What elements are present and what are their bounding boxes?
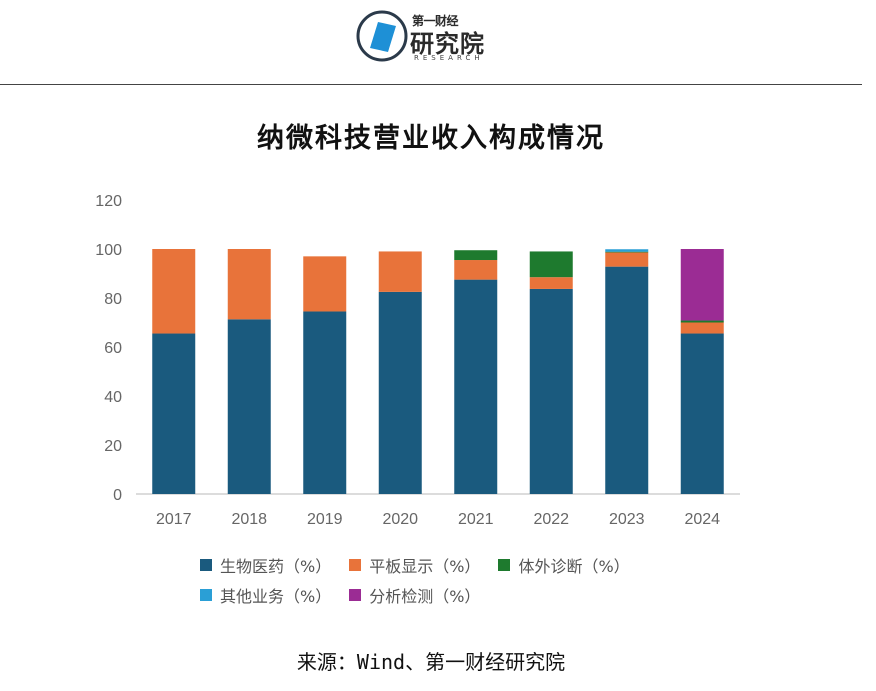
bar-segment (605, 251, 649, 253)
bar-segment (152, 249, 196, 334)
legend-item: 分析检测（%） (349, 583, 480, 607)
legend-row: 生物医药（%） 平板显示（%） 体外诊断（%） (200, 550, 700, 580)
bar-segment (529, 288, 573, 494)
legend-swatch (349, 559, 362, 571)
logo-top-text: 第一财经 (412, 14, 459, 28)
bar-segment (303, 311, 347, 494)
header-divider (0, 84, 862, 85)
legend-label: 生物医药（%） (220, 557, 332, 576)
legend-label: 其他业务（%） (220, 587, 332, 606)
x-tick-label: 2019 (307, 511, 343, 528)
header: 第一财经 研究院 RESEARCH (0, 0, 876, 86)
bar-segment (227, 249, 271, 320)
legend-swatch (349, 589, 362, 601)
y-tick-label: 80 (104, 291, 122, 308)
x-tick-label: 2017 (156, 511, 192, 528)
y-tick-label: 120 (95, 193, 122, 210)
legend-swatch (498, 559, 511, 571)
x-tick-label: 2021 (458, 511, 494, 528)
source-note: 来源：Wind、第一财经研究院 (296, 650, 566, 674)
bar-segment (454, 279, 498, 494)
logo: 第一财经 研究院 RESEARCH (356, 10, 486, 66)
y-tick-label: 60 (104, 340, 122, 357)
bar-segment (529, 251, 573, 278)
bar-segment (378, 291, 422, 494)
bar-segment (227, 319, 271, 494)
y-tick-label: 40 (104, 389, 122, 406)
y-tick-label: 100 (95, 242, 122, 259)
logo-main-text: 研究院 (410, 30, 485, 58)
legend-label: 分析检测（%） (369, 587, 481, 606)
bar-segment (680, 333, 724, 494)
bar-segment (378, 251, 422, 292)
y-tick-label: 20 (104, 438, 122, 455)
bar-segment (529, 277, 573, 289)
x-tick-label: 2020 (382, 511, 418, 528)
legend: 生物医药（%） 平板显示（%） 体外诊断（%） 其他业务（%） 分析检测（%） (200, 550, 700, 610)
bar-segment (680, 249, 724, 321)
bar-segment (605, 252, 649, 267)
y-tick-label: 0 (113, 487, 122, 504)
legend-swatch (200, 559, 212, 571)
legend-label: 体外诊断（%） (518, 557, 630, 576)
legend-row: 其他业务（%） 分析检测（%） (200, 580, 700, 610)
bar-segment (680, 322, 724, 334)
legend-item: 其他业务（%） (200, 583, 331, 607)
bar-segment (454, 250, 498, 261)
bar-segment (605, 249, 649, 252)
stacked-bar-chart: 0 20 40 60 80 100 120 2017 2018 2019 2020 2021 2022 2… (95, 193, 740, 528)
logo-emblem-icon (356, 10, 408, 62)
legend-swatch (200, 589, 212, 601)
x-tick-label: 2022 (533, 511, 569, 528)
bar-segment (454, 260, 498, 280)
legend-item: 体外诊断（%） (498, 553, 630, 577)
bar-segment (303, 256, 347, 312)
bar-segment (152, 333, 196, 494)
legend-label: 平板显示（%） (369, 557, 481, 576)
legend-item: 平板显示（%） (349, 553, 480, 577)
bar-segment (680, 320, 724, 323)
bar-segment (605, 266, 649, 494)
x-tick-label: 2024 (684, 511, 720, 528)
chart-title: 纳微科技营业收入构成情况 (257, 123, 605, 154)
legend-item: 生物医药（%） (200, 553, 331, 577)
x-tick-label: 2018 (231, 511, 267, 528)
x-tick-label: 2023 (609, 511, 645, 528)
logo-sub-text: RESEARCH (414, 54, 484, 62)
